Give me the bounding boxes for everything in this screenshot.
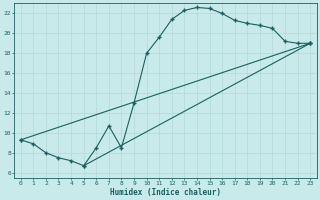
X-axis label: Humidex (Indice chaleur): Humidex (Indice chaleur) [110, 188, 221, 197]
